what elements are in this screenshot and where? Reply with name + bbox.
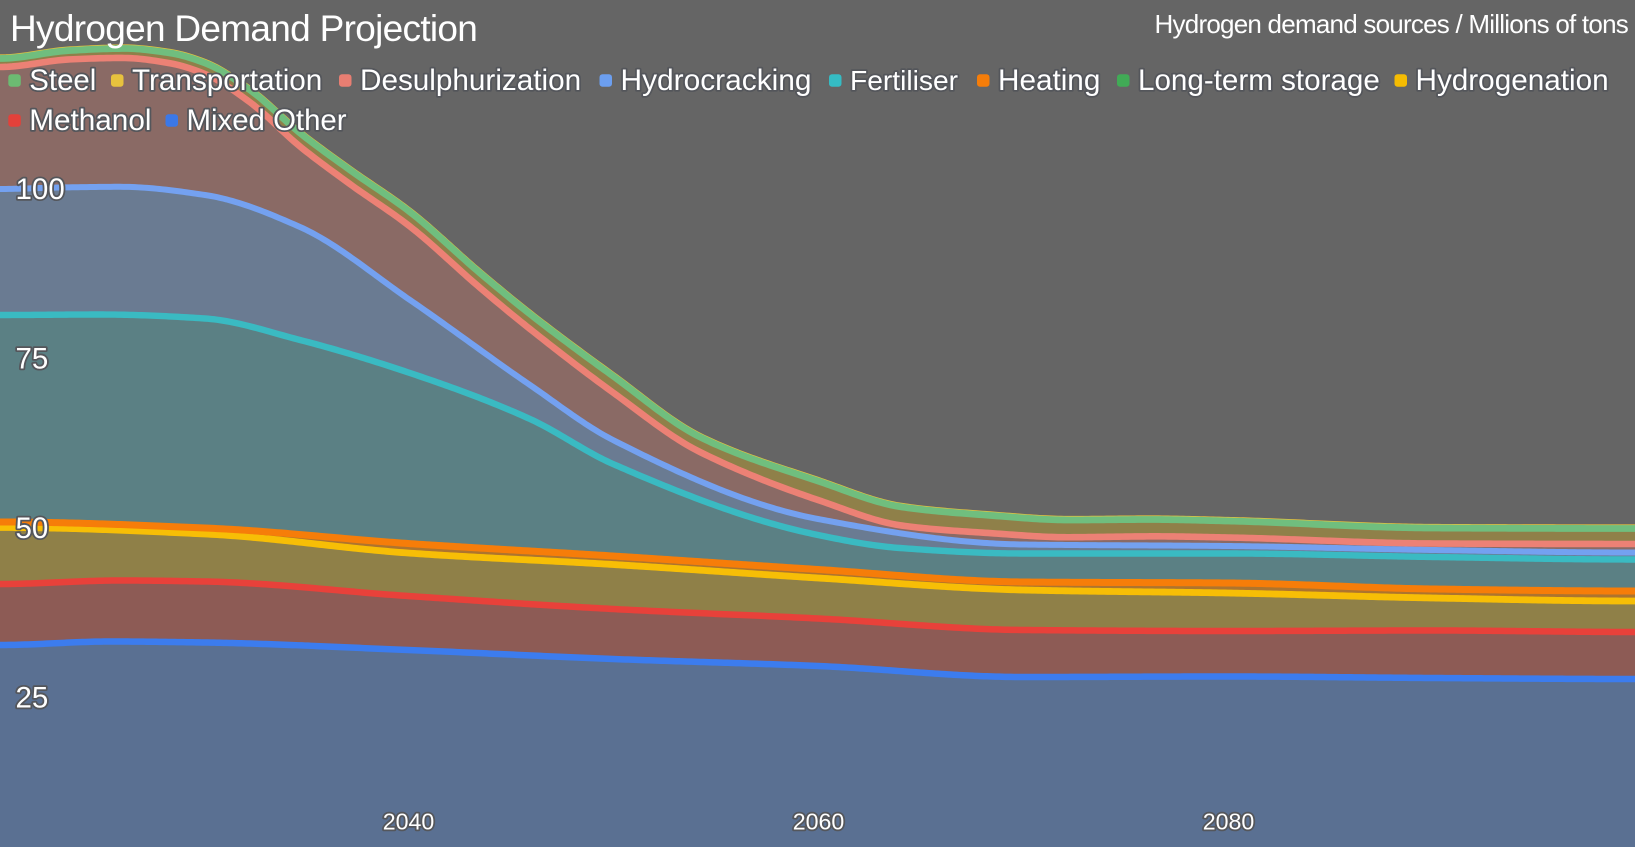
svg-text:50: 50 (16, 512, 49, 545)
svg-text:100: 100 (16, 173, 65, 206)
svg-text:2040: 2040 (383, 809, 435, 835)
svg-text:Hydrogenation: Hydrogenation (1416, 64, 1609, 97)
svg-text:Hydrocracking: Hydrocracking (621, 64, 812, 97)
svg-text:2060: 2060 (793, 809, 845, 835)
svg-text:Desulphurization: Desulphurization (360, 64, 581, 97)
svg-text:Long-term storage: Long-term storage (1138, 64, 1380, 97)
svg-text:Mixed Other: Mixed Other (187, 104, 347, 137)
svg-text:Hydrogen Demand Projection: Hydrogen Demand Projection (10, 8, 477, 49)
svg-text:Hydrogen demand sources / Mill: Hydrogen demand sources / Millions of to… (1155, 9, 1629, 39)
svg-text:Steel: Steel (29, 64, 96, 97)
svg-text:2080: 2080 (1203, 809, 1255, 835)
svg-text:Methanol: Methanol (29, 104, 151, 137)
svg-text:Fertiliser: Fertiliser (850, 64, 958, 96)
svg-text:Transportation: Transportation (132, 64, 322, 97)
svg-text:75: 75 (16, 343, 49, 376)
svg-text:25: 25 (16, 682, 49, 715)
svg-text:Heating: Heating (998, 64, 1100, 97)
